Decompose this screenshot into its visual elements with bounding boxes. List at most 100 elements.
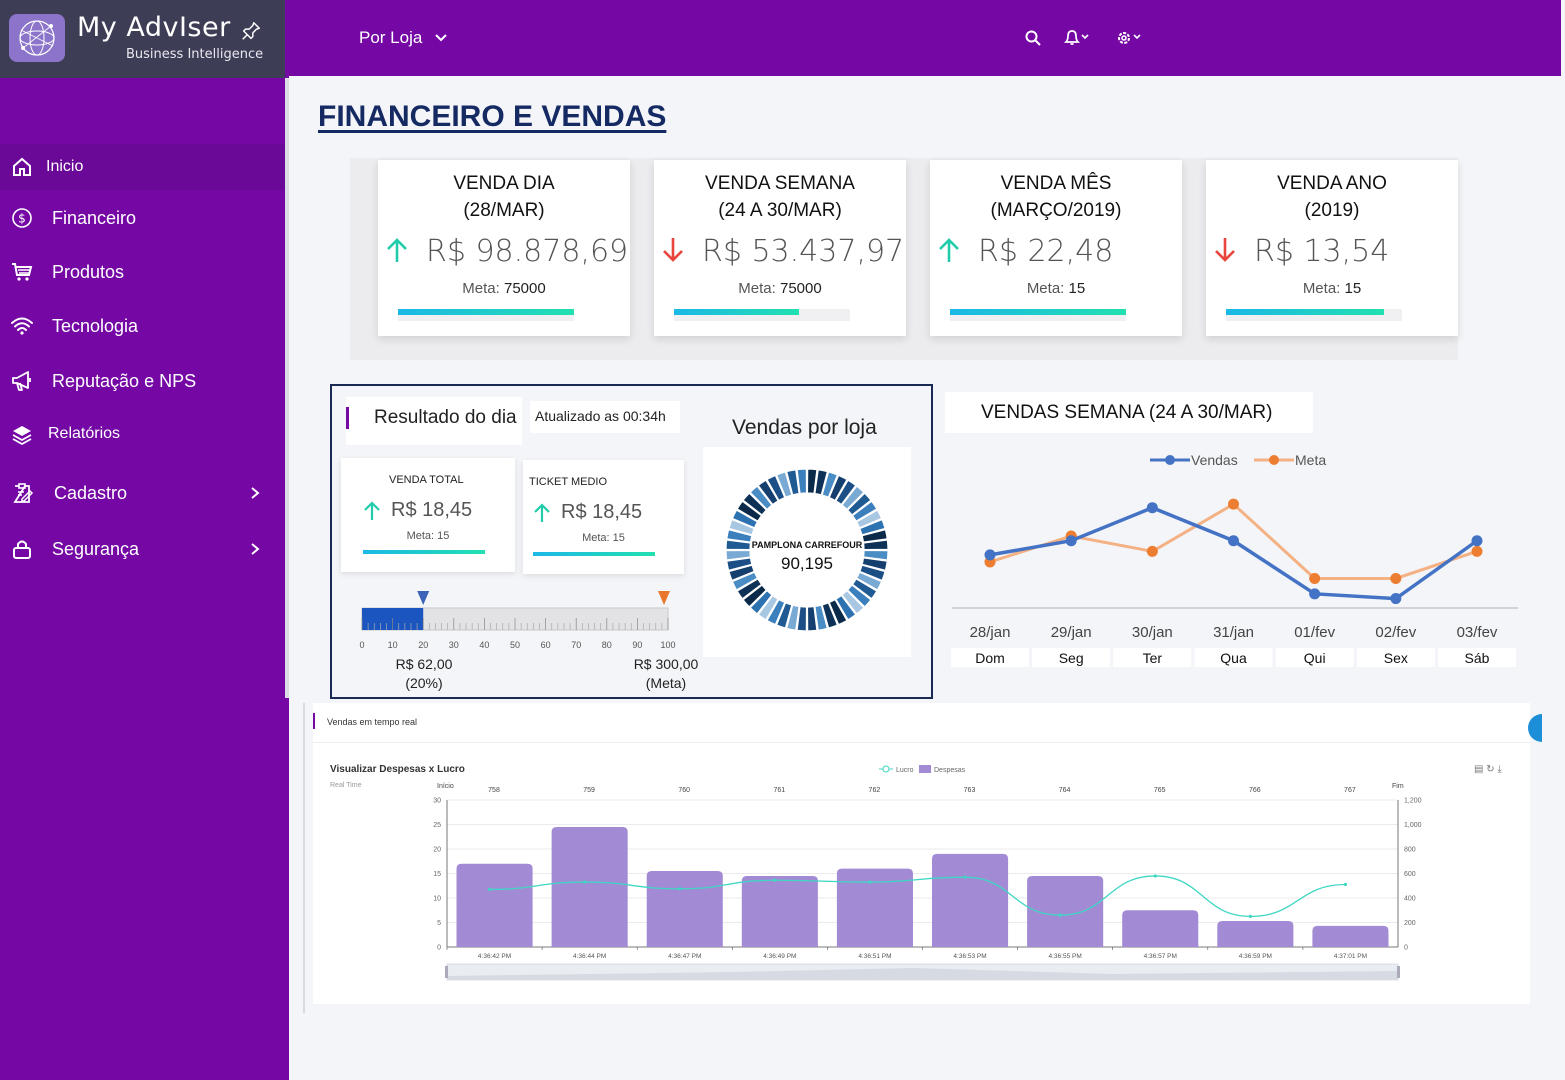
donut-segment (731, 509, 759, 529)
chevron-right-icon (251, 487, 260, 499)
mini-card-title: VENDA TOTAL (389, 474, 464, 486)
sidebar-item-tecnologia[interactable]: Tecnologia (0, 303, 285, 349)
data-point (1146, 545, 1158, 557)
legend-label: Lucro (896, 767, 914, 774)
zoom-handle-right (1397, 966, 1400, 978)
donut-segment (859, 564, 886, 582)
gauge-tick-label: 10 (388, 640, 398, 650)
legend-label: Vendas (1191, 452, 1238, 468)
donut-center-value: 90,195 (781, 554, 833, 573)
donut-segment (796, 605, 808, 632)
top-tick-label: 761 (773, 787, 785, 794)
donut-segment (775, 471, 793, 498)
donut-segment (814, 469, 829, 496)
store-select[interactable]: Por Loja (359, 28, 423, 47)
lucro-line (489, 875, 1346, 918)
gauge-tick-label: 80 (602, 640, 612, 650)
bar (932, 853, 1009, 947)
x-tick-label: 4:36:55 PM (1049, 953, 1082, 960)
donut-segment (749, 485, 773, 511)
gauge-tick-label: 90 (632, 640, 642, 650)
logo-subtitle: Business Intelligence (126, 47, 264, 62)
progress-fill (363, 550, 485, 554)
refresh-icon[interactable]: ↻ (1486, 764, 1495, 775)
donut-segment (775, 602, 793, 629)
kpi-value: R$ 22,48 (978, 234, 1114, 269)
sidebar-item-financeiro[interactable]: $ Financeiro (0, 195, 285, 241)
x-tick-label: 4:37:01 PM (1334, 953, 1367, 960)
data-point (1309, 573, 1321, 584)
wifi-icon (11, 317, 33, 335)
donut-segment (828, 474, 848, 502)
donut-segment (821, 602, 839, 629)
logo-area[interactable]: My AdvIser Business Intelligence (0, 0, 285, 78)
x-tick-label: 4:36:44 PM (573, 953, 606, 960)
realtime-header: Vendas em tempo real (327, 717, 418, 727)
donut-segment (757, 479, 779, 506)
meta-label: Meta: (582, 532, 610, 544)
meta-label: Meta: (462, 280, 500, 297)
page-title: FINANCEIRO E VENDAS (318, 100, 667, 133)
legend-swatch (919, 765, 931, 773)
side-tab-button[interactable] (1528, 714, 1542, 742)
megaphone-icon (12, 371, 31, 391)
legend-marker (1165, 455, 1175, 465)
top-tick-label: 762 (869, 787, 881, 794)
bar (1217, 921, 1294, 947)
y-tick-label: 0 (437, 945, 441, 952)
gauge-target-caption: R$ 300,00 (Meta) (633, 656, 699, 691)
bell-icon[interactable] (1063, 29, 1091, 47)
data-point (1065, 535, 1077, 547)
top-tick-label: 767 (1344, 787, 1356, 794)
meta-value: 15 (1344, 280, 1362, 297)
lucro-point (963, 875, 967, 879)
donut-segment (846, 492, 872, 516)
sidebar-item-relatorios[interactable]: Relatórios (0, 411, 285, 457)
bar (741, 875, 818, 947)
gauge-tick-label: 0 (359, 640, 364, 650)
data-point (1471, 545, 1483, 557)
sidebar-item-cadastro[interactable]: Cadastro (0, 470, 285, 516)
chevron-right-icon (251, 543, 260, 555)
arrow-up-icon (364, 501, 380, 520)
gauge-tick-label: 20 (418, 640, 428, 650)
sidebar-item-label: Financeiro (52, 207, 137, 228)
x-tick-label: 31/jan (1213, 624, 1254, 641)
meta-value: 15 (437, 530, 450, 542)
sidebar-item-produtos[interactable]: Produtos (0, 249, 285, 295)
divider (313, 742, 1530, 743)
progress-fill (1226, 309, 1385, 315)
gear-icon[interactable] (1116, 29, 1144, 47)
pin-icon[interactable] (240, 20, 262, 42)
realtime-panel (313, 703, 1530, 1004)
chart-toolbox: ▤ ↻ ⤓ (1474, 764, 1502, 775)
legend-marker (882, 765, 890, 773)
chevron-down-icon[interactable] (435, 33, 447, 43)
search-icon[interactable] (1024, 29, 1042, 47)
donut-segment (742, 584, 768, 608)
sidebar-item-seguranca[interactable]: Segurança (0, 526, 285, 572)
download-icon[interactable]: ⤓ (1497, 764, 1502, 775)
donut-segment (835, 479, 857, 506)
sidebar-scrollbar[interactable] (285, 78, 289, 698)
sidebar-item-label: Inicio (46, 158, 84, 175)
x-tick-label: 4:36:53 PM (953, 953, 986, 960)
day-cell (1194, 648, 1273, 667)
donut-segment (862, 549, 889, 561)
y2-tick-label: 400 (1404, 896, 1416, 903)
donut-segment (862, 539, 889, 551)
lock-icon (13, 540, 31, 559)
dollar-circle-icon: $ (12, 208, 32, 228)
x-tick-label: 02/fev (1375, 624, 1416, 641)
gauge-value-marker (417, 591, 430, 605)
day-cell (1032, 648, 1111, 667)
gauge-tick-label: 30 (449, 640, 459, 650)
sidebar-item-inicio[interactable]: Inicio (0, 144, 285, 190)
donut-segment (828, 598, 848, 626)
document-icon[interactable]: ▤ (1474, 764, 1484, 775)
donut-segment (736, 578, 763, 600)
lucro-point (583, 880, 587, 884)
y2-tick-label: 200 (1404, 920, 1416, 927)
kpi-meta: Meta: 75000 (654, 280, 906, 297)
sidebar-item-reputacao[interactable]: Reputação e NPS (0, 358, 285, 404)
